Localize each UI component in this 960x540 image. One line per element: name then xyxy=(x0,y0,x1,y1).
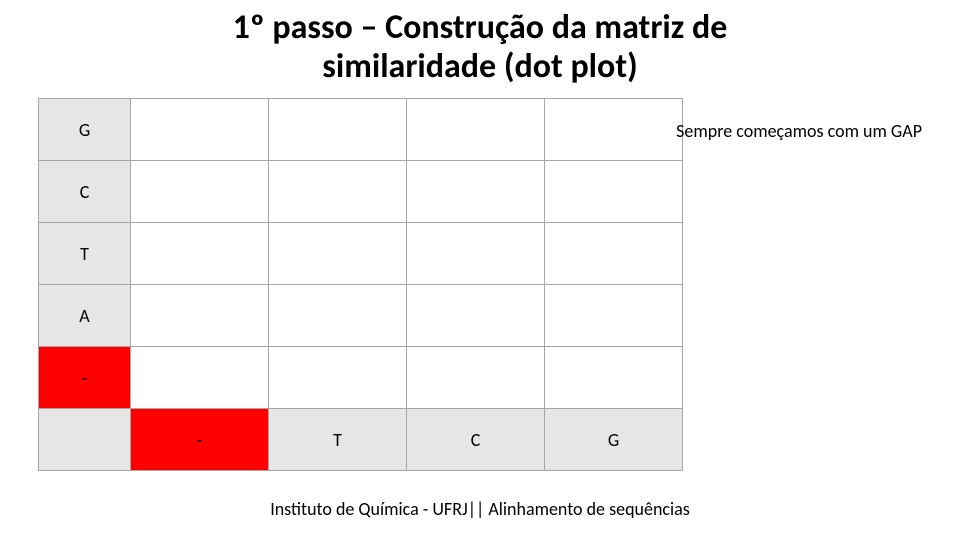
matrix-cell xyxy=(407,285,545,347)
row-label: C xyxy=(39,161,131,223)
content-area: GCTA--TCG Sempre começamos com um GAP xyxy=(38,98,922,471)
matrix-cell xyxy=(269,285,407,347)
matrix-cell xyxy=(131,285,269,347)
matrix-cell xyxy=(131,161,269,223)
matrix-cell xyxy=(545,99,683,161)
corner-blank xyxy=(39,409,131,471)
gap-note: Sempre começamos com um GAP xyxy=(676,120,922,142)
matrix-cell xyxy=(407,223,545,285)
matrix-cell xyxy=(545,223,683,285)
slide-title: 1º passo – Construção da matriz de simil… xyxy=(0,0,960,86)
matrix-cell xyxy=(545,285,683,347)
footer-text: Instituto de Química - UFRJ|| Alinhament… xyxy=(0,498,960,520)
title-rest1: – Construção da matriz de xyxy=(353,7,728,48)
title-line2: similaridade (dot plot) xyxy=(322,46,637,87)
matrix-cell xyxy=(407,161,545,223)
matrix-cell xyxy=(269,347,407,409)
matrix-cell xyxy=(269,223,407,285)
row-label: - xyxy=(39,347,131,409)
col-label: G xyxy=(545,409,683,471)
matrix-cell xyxy=(131,347,269,409)
matrix-cell xyxy=(269,99,407,161)
matrix-cell xyxy=(131,99,269,161)
matrix-cell xyxy=(545,347,683,409)
matrix-cell xyxy=(269,161,407,223)
similarity-matrix: GCTA--TCG xyxy=(38,98,683,471)
row-label: T xyxy=(39,223,131,285)
matrix-cell xyxy=(407,99,545,161)
col-label: - xyxy=(131,409,269,471)
matrix-cell xyxy=(545,161,683,223)
title-bold: 1º passo xyxy=(233,7,353,48)
matrix-cell xyxy=(407,347,545,409)
row-label: G xyxy=(39,99,131,161)
row-label: A xyxy=(39,285,131,347)
matrix-cell xyxy=(131,223,269,285)
col-label: C xyxy=(407,409,545,471)
col-label: T xyxy=(269,409,407,471)
